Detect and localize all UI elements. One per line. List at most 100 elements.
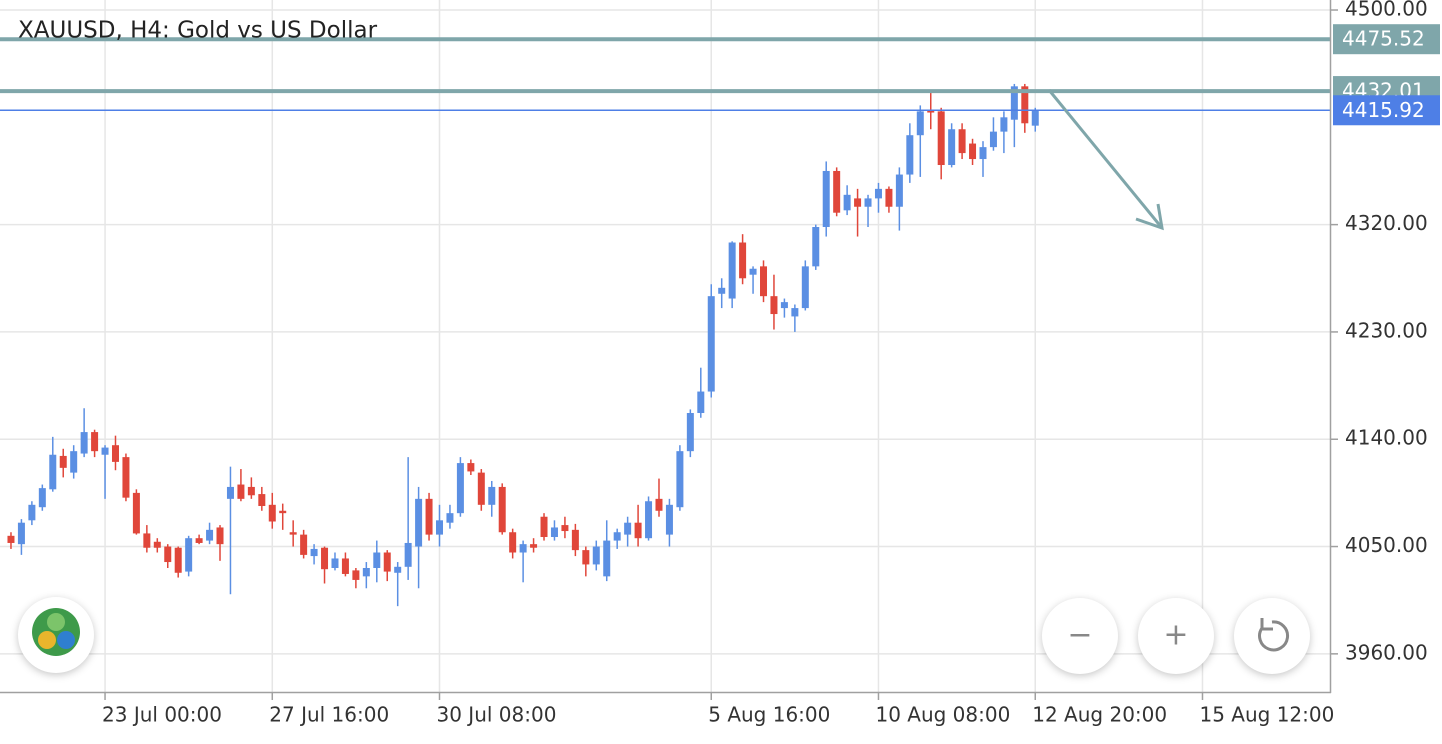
candle-body bbox=[404, 542, 412, 567]
candle-body bbox=[216, 527, 224, 545]
x-tick-label: 15 Aug 12:00 bbox=[1199, 703, 1334, 727]
y-tick-label: 4050.00 bbox=[1345, 533, 1428, 557]
axis-labels: 3960.00 4050.00 4140.00 4230.00 4320.00 4500.… bbox=[102, 0, 1428, 727]
candle-body bbox=[279, 510, 287, 514]
candle-body bbox=[59, 455, 67, 468]
candle-body bbox=[822, 170, 830, 228]
candle-body bbox=[498, 486, 506, 533]
candle-body bbox=[164, 546, 172, 563]
candle-body bbox=[394, 566, 402, 573]
candle-body bbox=[415, 498, 423, 547]
price-label: 4475.52 bbox=[1342, 27, 1425, 51]
candle-body bbox=[874, 188, 882, 199]
candle-body bbox=[645, 501, 653, 539]
candle-body bbox=[634, 522, 642, 539]
candle-body bbox=[979, 147, 987, 160]
candle-body bbox=[38, 488, 46, 508]
candle-body bbox=[383, 552, 391, 572]
zoom-out-button[interactable]: − bbox=[1042, 598, 1118, 674]
reset-button[interactable] bbox=[1234, 598, 1310, 674]
candle-body bbox=[300, 534, 308, 555]
candle-body bbox=[655, 498, 663, 511]
candle-body bbox=[561, 525, 569, 532]
candle-body bbox=[739, 242, 747, 279]
candle-body bbox=[749, 268, 757, 275]
x-tick-label: 30 Jul 08:00 bbox=[437, 703, 557, 727]
candle-body bbox=[456, 463, 464, 514]
candle-body bbox=[331, 558, 339, 569]
candle-body bbox=[676, 451, 684, 508]
candle-body bbox=[237, 484, 245, 499]
x-tick-label: 12 Aug 20:00 bbox=[1032, 703, 1167, 727]
candle-body bbox=[467, 463, 475, 472]
candle-body bbox=[728, 242, 736, 299]
candle-body bbox=[948, 129, 956, 166]
x-tick-label: 27 Jul 16:00 bbox=[269, 703, 389, 727]
zoom-in-label: + bbox=[1163, 618, 1188, 653]
candle-body bbox=[7, 535, 15, 543]
candle-body bbox=[425, 498, 433, 535]
candle-body bbox=[989, 131, 997, 148]
candle-body bbox=[969, 143, 977, 160]
candle-body bbox=[226, 486, 234, 499]
price-label-box bbox=[1333, 95, 1440, 126]
candle-body bbox=[770, 296, 778, 315]
candle-body bbox=[153, 541, 161, 548]
candle-body bbox=[17, 522, 25, 545]
candle-body bbox=[665, 504, 673, 535]
trend-arrow bbox=[1047, 89, 1164, 229]
zoom-out-label: − bbox=[1067, 618, 1092, 653]
candle-body bbox=[697, 391, 705, 414]
candle-body bbox=[1031, 110, 1039, 126]
candle-body bbox=[111, 445, 119, 462]
candle-body bbox=[373, 552, 381, 569]
price-label-box bbox=[1333, 24, 1440, 55]
price-lines bbox=[0, 37, 1330, 112]
reset-icon bbox=[1258, 620, 1290, 652]
candle-body bbox=[916, 111, 924, 136]
candle-body bbox=[310, 548, 318, 557]
candle-body bbox=[906, 135, 914, 175]
candle-body bbox=[603, 540, 611, 577]
grid bbox=[0, 0, 1330, 692]
arrow-head bbox=[1135, 203, 1164, 231]
x-tick-label: 23 Jul 00:00 bbox=[102, 703, 222, 727]
candle-body bbox=[49, 454, 57, 490]
candle-body bbox=[613, 532, 621, 541]
y-tick-label: 4500.00 bbox=[1345, 0, 1428, 21]
candle-body bbox=[488, 486, 496, 505]
candle-body bbox=[958, 129, 966, 154]
candle-body bbox=[1000, 117, 1008, 132]
candle-body bbox=[718, 287, 726, 294]
y-tick-label: 4230.00 bbox=[1345, 318, 1428, 342]
candle-body bbox=[707, 296, 715, 392]
candle-body bbox=[174, 547, 182, 573]
candle-body bbox=[571, 529, 579, 551]
candle-body bbox=[582, 550, 590, 565]
candle-body bbox=[854, 198, 862, 207]
candle-body bbox=[686, 413, 694, 452]
candle-body bbox=[268, 504, 276, 522]
candle-body bbox=[341, 558, 349, 574]
chart-title: XAUUSD, H4: Gold vs US Dollar bbox=[18, 18, 378, 44]
candle-body bbox=[362, 568, 370, 577]
candle-body bbox=[352, 570, 360, 580]
candle-body bbox=[885, 188, 893, 207]
candle-body bbox=[1010, 86, 1018, 120]
candle-body bbox=[289, 532, 297, 535]
candle-body bbox=[812, 227, 820, 267]
candle-body bbox=[195, 538, 203, 543]
candle-body bbox=[760, 266, 768, 297]
candle-body bbox=[530, 544, 538, 548]
candle-body bbox=[321, 547, 329, 570]
candle-body bbox=[28, 504, 36, 521]
candle-body bbox=[91, 432, 99, 452]
candle-body bbox=[937, 111, 945, 166]
zoom-in-button[interactable]: + bbox=[1138, 598, 1214, 674]
candle-body bbox=[132, 492, 140, 534]
candle-body bbox=[624, 522, 632, 535]
candle-body bbox=[592, 546, 600, 565]
x-tick-label: 10 Aug 08:00 bbox=[875, 703, 1010, 727]
candle-body bbox=[780, 302, 788, 309]
